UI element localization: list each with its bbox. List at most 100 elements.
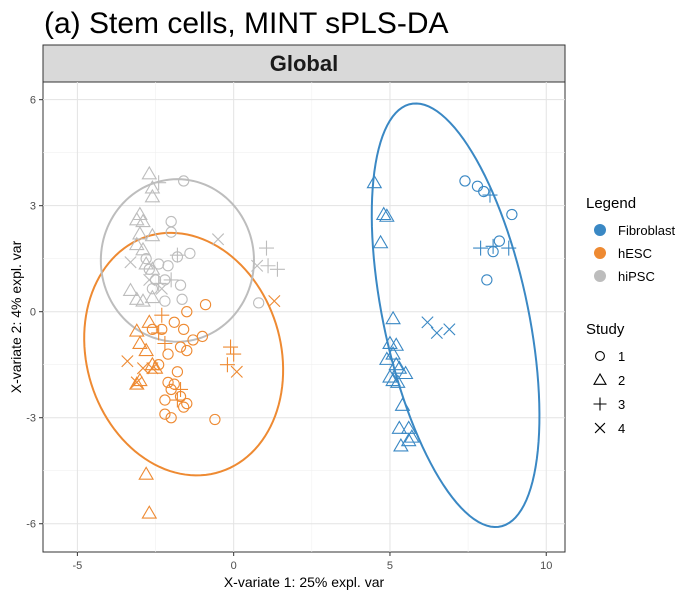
point-fibroblast-plus [485,238,501,254]
point-hesc-circle [174,341,187,353]
point-fibroblast-triangle [385,372,401,387]
point-hipsc-circle [176,293,188,305]
point-fibroblast-triangle [372,234,389,249]
legends: Legend Fibroblast hESC hiPSC Study 1 2 3 4 [586,195,675,436]
point-hesc-circle [199,298,212,311]
point-hesc-triangle [132,335,148,350]
point-hipsc-triangle [144,289,161,304]
data-points [121,165,518,519]
x-tick-label: -5 [72,560,82,572]
point-hesc-triangle [144,356,161,371]
point-hipsc-circle [174,279,187,291]
point-hesc-cross [130,376,143,389]
point-hesc-cross [268,295,281,308]
point-hesc-circle [159,408,171,420]
point-fibroblast-triangle [385,346,401,360]
point-hipsc-cross [143,273,156,286]
legend-label-hipsc: hiPSC [618,269,655,284]
ellipse-hesc [83,231,285,477]
x-tick-label: 10 [540,560,552,572]
point-fibroblast-triangle [403,429,420,443]
point-hipsc-triangle [144,227,161,242]
point-fibroblast-triangle [388,356,405,371]
point-hipsc-triangle [135,241,151,256]
facet-strip-label: Global [270,51,338,76]
point-fibroblast-circle [459,175,471,187]
point-hipsc-cross [211,233,225,246]
point-fibroblast-triangle [378,208,395,222]
point-hipsc-triangle [128,236,145,251]
grid [43,82,565,552]
x-tick-label: 5 [387,560,393,572]
point-fibroblast-triangle [394,397,411,411]
point-fibroblast-plus [501,240,517,256]
point-hesc-triangle [138,466,155,480]
point-hipsc-plus [260,258,276,274]
point-hesc-cross [230,365,243,378]
point-hipsc-plus [269,261,285,277]
point-fibroblast-triangle [393,437,409,452]
legend-label-study-1: 1 [618,349,625,364]
point-hesc-circle [209,413,221,426]
point-hipsc-circle [184,247,196,260]
point-hesc-plus [219,357,235,373]
legend-title-color: Legend [586,195,636,212]
point-fibroblast-plus [473,240,489,256]
point-hipsc-circle [165,226,177,238]
point-hesc-circle [162,376,174,389]
confidence-ellipses [83,102,541,529]
y-tick-label: -6 [26,519,36,531]
legend-key-hipsc [594,270,606,282]
point-hesc-circle [168,316,180,328]
y-tick-label: 0 [30,307,36,319]
point-hesc-cross [146,362,159,375]
axis-ticks: -5 0 5 10 -6 -3 0 3 6 [26,95,552,572]
point-hesc-circle [178,401,190,413]
point-hipsc-circle [140,253,152,265]
point-hipsc-triangle [144,188,161,203]
point-fibroblast-cross [421,316,434,329]
point-hesc-circle [196,330,209,343]
point-hipsc-cross [155,282,168,295]
point-hesc-triangle [141,314,158,328]
chart-title: (a) Stem cells, MINT sPLS-DA [44,7,449,40]
point-hesc-triangle [128,376,145,390]
point-hesc-circle [181,306,193,318]
point-hesc-plus [169,392,185,408]
legend-key-study-4 [594,422,606,434]
point-hipsc-triangle [122,282,139,297]
point-hesc-plus [173,381,189,397]
point-hipsc-triangle [132,225,148,240]
legend-title-shape: Study [586,321,625,338]
point-hesc-circle [162,348,174,360]
point-hipsc-circle [253,297,265,309]
legend-label-study-2: 2 [618,373,625,388]
point-fibroblast-triangle [400,432,417,447]
point-hipsc-plus [169,247,185,263]
x-tick-label: 0 [231,560,237,572]
point-hipsc-cross [251,259,264,272]
point-hesc-cross [136,362,150,375]
legend-key-study-2 [593,372,607,385]
legend-key-hesc [594,247,606,259]
ellipse-hipsc [99,178,255,343]
point-hipsc-triangle [144,180,161,194]
point-hesc-circle [181,397,193,410]
point-hipsc-triangle [141,165,158,180]
point-fibroblast-circle [481,274,493,286]
ellipse-fibroblast [370,102,541,529]
point-fibroblast-plus [482,187,498,203]
point-fibroblast-circle [506,208,518,221]
facet-strip [42,44,566,83]
legend-key-study-1 [595,351,605,361]
point-hipsc-plus [151,275,167,291]
point-hesc-plus [223,339,239,355]
point-fibroblast-triangle [366,174,383,189]
point-hesc-circle [156,323,168,336]
point-hipsc-plus [258,240,274,256]
legend-key-study-3 [593,397,607,411]
point-fibroblast-triangle [378,351,395,365]
y-axis-label: X-variate 2: 4% expl. var [8,240,24,393]
point-hipsc-triangle [144,261,161,275]
